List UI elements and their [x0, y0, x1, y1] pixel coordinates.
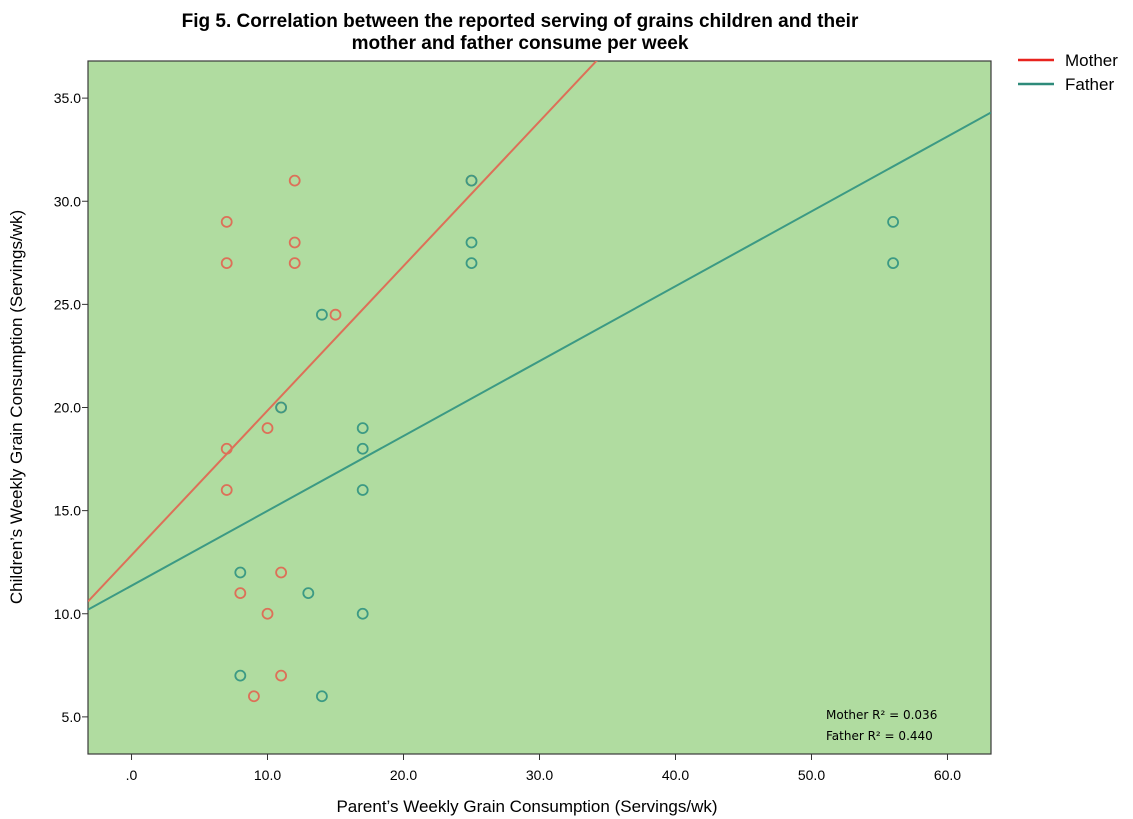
- point-father: [234, 669, 247, 682]
- legend-label-father: Father: [1065, 75, 1114, 94]
- point-mother: [220, 442, 233, 455]
- point-mother: [275, 566, 288, 579]
- x-axis-title: Parent’s Weekly Grain Consumption (Servi…: [336, 797, 717, 816]
- y-tick-label: 35.0: [54, 90, 81, 106]
- y-tick-label: 10.0: [54, 606, 81, 622]
- x-tick-label: .0: [126, 767, 138, 783]
- r-squared-mother: Mother R² = 0.036: [826, 708, 937, 722]
- y-tick-label: 20.0: [54, 400, 81, 416]
- point-mother: [261, 607, 274, 620]
- legend: Mother Father: [1018, 51, 1118, 94]
- point-father: [275, 401, 288, 414]
- point-mother: [288, 174, 301, 187]
- y-axis-ticks: 5.0 10.0 15.0 20.0 25.0 30.0 35.0: [54, 90, 88, 725]
- x-tick-label: 50.0: [798, 767, 825, 783]
- y-axis-title: Children’s Weekly Grain Consumption (Ser…: [7, 210, 26, 604]
- chart-title-line1: Fig 5. Correlation between the reported …: [182, 11, 859, 32]
- x-tick-label: 20.0: [390, 767, 417, 783]
- point-mother: [261, 422, 274, 435]
- y-tick-label: 5.0: [62, 709, 82, 725]
- point-father: [887, 215, 899, 228]
- fit-line-father: [88, 111, 991, 611]
- x-tick-label: 40.0: [662, 767, 689, 783]
- point-father: [356, 484, 369, 496]
- point-mother: [234, 587, 247, 600]
- x-axis-ticks: .0 10.0 20.0 30.0 40.0 50.0 60.0: [126, 754, 961, 783]
- r-squared-father: Father R² = 0.440: [826, 729, 933, 743]
- fit-lines: [88, 61, 991, 611]
- point-father: [302, 587, 315, 600]
- point-father: [465, 174, 478, 187]
- point-mother: [220, 215, 233, 228]
- point-father: [356, 607, 369, 620]
- point-father: [465, 236, 478, 249]
- x-tick-label: 60.0: [934, 767, 961, 783]
- point-father: [234, 566, 247, 579]
- point-father: [356, 422, 369, 435]
- y-tick-label: 25.0: [54, 296, 81, 312]
- point-mother: [288, 257, 301, 270]
- point-mother: [220, 257, 233, 270]
- y-tick-label: 30.0: [54, 193, 81, 209]
- point-father: [887, 257, 899, 270]
- data-points: [220, 174, 899, 703]
- y-tick-label: 15.0: [54, 503, 81, 519]
- point-mother: [220, 484, 233, 496]
- point-mother: [275, 669, 288, 682]
- x-tick-label: 30.0: [526, 767, 553, 783]
- point-father: [465, 257, 478, 270]
- plot-area: [87, 60, 992, 755]
- point-mother: [329, 308, 342, 321]
- point-mother: [288, 236, 301, 249]
- chart-title-line2: mother and father consume per week: [352, 33, 689, 54]
- point-father: [316, 690, 328, 703]
- point-mother: [248, 690, 260, 703]
- point-father: [316, 308, 328, 321]
- point-father: [356, 442, 369, 455]
- fit-line-mother: [88, 61, 598, 603]
- x-tick-label: 10.0: [254, 767, 281, 783]
- legend-label-mother: Mother: [1065, 51, 1118, 70]
